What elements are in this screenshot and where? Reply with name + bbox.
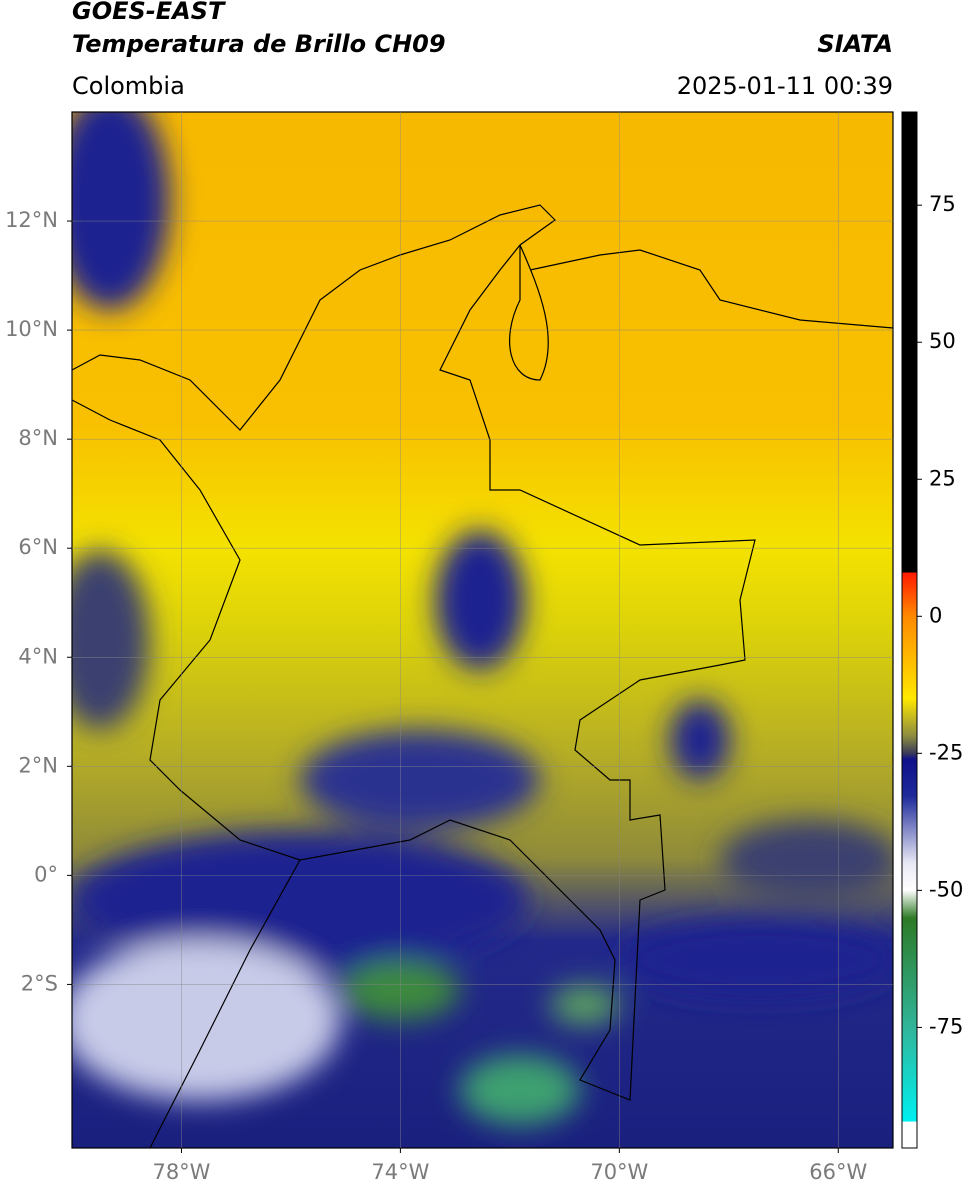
map-frame <box>71 111 894 1149</box>
lat-label: 2°S <box>21 971 58 995</box>
lon-label: 70°W <box>590 1160 648 1184</box>
lat-label: 2°N <box>18 753 58 777</box>
lat-label: 12°N <box>5 208 58 232</box>
colorbar-label: 50 <box>929 329 956 353</box>
lat-label: 8°N <box>18 426 58 450</box>
source: SIATA <box>817 30 893 58</box>
lon-label: 78°W <box>152 1160 210 1184</box>
colorbar-label: -50 <box>929 877 963 901</box>
datetime: 2025-01-11 00:39 <box>677 72 893 100</box>
subtitle: Temperatura de Brillo CH09 <box>72 30 446 58</box>
colorbar-label: 75 <box>929 192 956 216</box>
region: Colombia <box>72 72 185 100</box>
colorbar-label: -75 <box>929 1014 963 1038</box>
lat-label: 10°N <box>5 317 58 341</box>
colorbar-label: -25 <box>929 740 963 764</box>
lat-label: 4°N <box>18 644 58 668</box>
lon-label: 74°W <box>371 1160 429 1184</box>
colorbar-label: 25 <box>929 466 956 490</box>
title: GOES-EAST <box>72 0 226 25</box>
satellite-image <box>72 112 893 1148</box>
colorbar <box>901 111 918 1149</box>
lat-label: 0° <box>34 862 58 886</box>
lat-label: 6°N <box>18 535 58 559</box>
colorbar-label: 0 <box>929 603 942 627</box>
lon-label: 66°W <box>809 1160 867 1184</box>
